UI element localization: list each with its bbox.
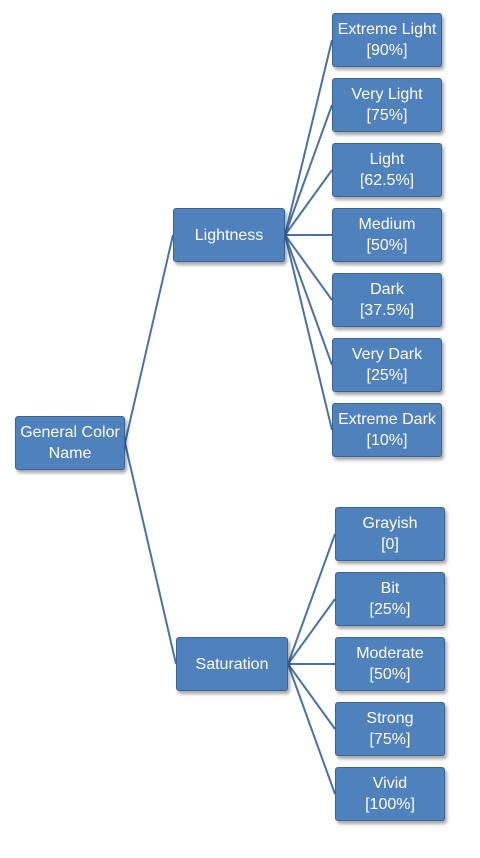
leaf-node-extreme-light: Extreme Light [90%] xyxy=(332,13,442,67)
leaf-value: [25%] xyxy=(366,367,408,384)
root-node-general-color-name: General Color Name xyxy=(15,416,125,470)
leaf-name: Strong xyxy=(366,710,414,727)
leaf-name: Bit xyxy=(380,580,400,597)
leaf-node-dark: Dark [37.5%] xyxy=(332,273,442,327)
leaf-node-vivid: Vivid [100%] xyxy=(335,767,445,821)
leaf-node-extreme-dark: Extreme Dark [10%] xyxy=(332,403,442,457)
connector-saturation-to-grayish xyxy=(287,533,336,665)
leaf-name: Dark xyxy=(370,281,404,298)
leaf-value: [90%] xyxy=(366,42,408,59)
leaf-value: [25%] xyxy=(369,601,411,618)
connector-saturation-to-bit xyxy=(287,598,336,665)
connector-lightness-to-very-dark xyxy=(284,234,333,366)
leaf-value: [75%] xyxy=(369,731,411,748)
connector-root-to-saturation xyxy=(124,442,177,665)
branch-label: Lightness xyxy=(194,226,264,244)
leaf-node-moderate: Moderate [50%] xyxy=(335,637,445,691)
leaf-node-medium: Medium [50%] xyxy=(332,208,442,262)
connector-saturation-to-vivid xyxy=(287,663,336,795)
leaf-value: [37.5%] xyxy=(359,302,415,319)
connector-lightness-to-extreme-dark xyxy=(284,234,333,431)
leaf-name: Very Dark xyxy=(351,346,423,363)
leaf-node-very-dark: Very Dark [25%] xyxy=(332,338,442,392)
leaf-value: [75%] xyxy=(366,107,408,124)
leaf-node-bit: Bit [25%] xyxy=(335,572,445,626)
leaf-name: Light xyxy=(369,151,405,168)
branch-node-lightness: Lightness xyxy=(173,208,285,262)
leaf-value: [100%] xyxy=(365,796,415,813)
branch-node-saturation: Saturation xyxy=(176,637,288,691)
leaf-value: [10%] xyxy=(366,432,408,449)
leaf-value: [50%] xyxy=(366,237,408,254)
leaf-name: Extreme Dark xyxy=(338,411,436,428)
leaf-node-grayish: Grayish [0] xyxy=(335,507,445,561)
connector-lightness-to-extreme-light xyxy=(284,39,333,236)
connector-lightness-to-very-light xyxy=(284,104,333,236)
root-label-line-1: General Color xyxy=(20,424,120,441)
leaf-name: Moderate xyxy=(356,645,424,662)
leaf-node-light: Light [62.5%] xyxy=(332,143,442,197)
leaf-name: Very Light xyxy=(351,86,423,103)
leaf-name: Medium xyxy=(358,216,416,233)
connector-saturation-to-strong xyxy=(287,663,336,730)
connector-root-to-lightness xyxy=(124,234,174,444)
leaf-value: [62.5%] xyxy=(359,172,415,189)
leaf-node-strong: Strong [75%] xyxy=(335,702,445,756)
leaf-value: [50%] xyxy=(369,666,411,683)
leaf-name: Grayish xyxy=(362,515,418,532)
leaf-node-very-light: Very Light [75%] xyxy=(332,78,442,132)
leaf-name: Vivid xyxy=(372,775,408,792)
root-label-line-2: Name xyxy=(48,445,92,462)
leaf-value: [0] xyxy=(381,536,399,553)
leaf-name: Extreme Light xyxy=(337,21,437,38)
branch-label: Saturation xyxy=(195,655,269,673)
connector-lightness-to-light xyxy=(284,169,333,236)
connector-lightness-to-dark xyxy=(284,234,333,301)
